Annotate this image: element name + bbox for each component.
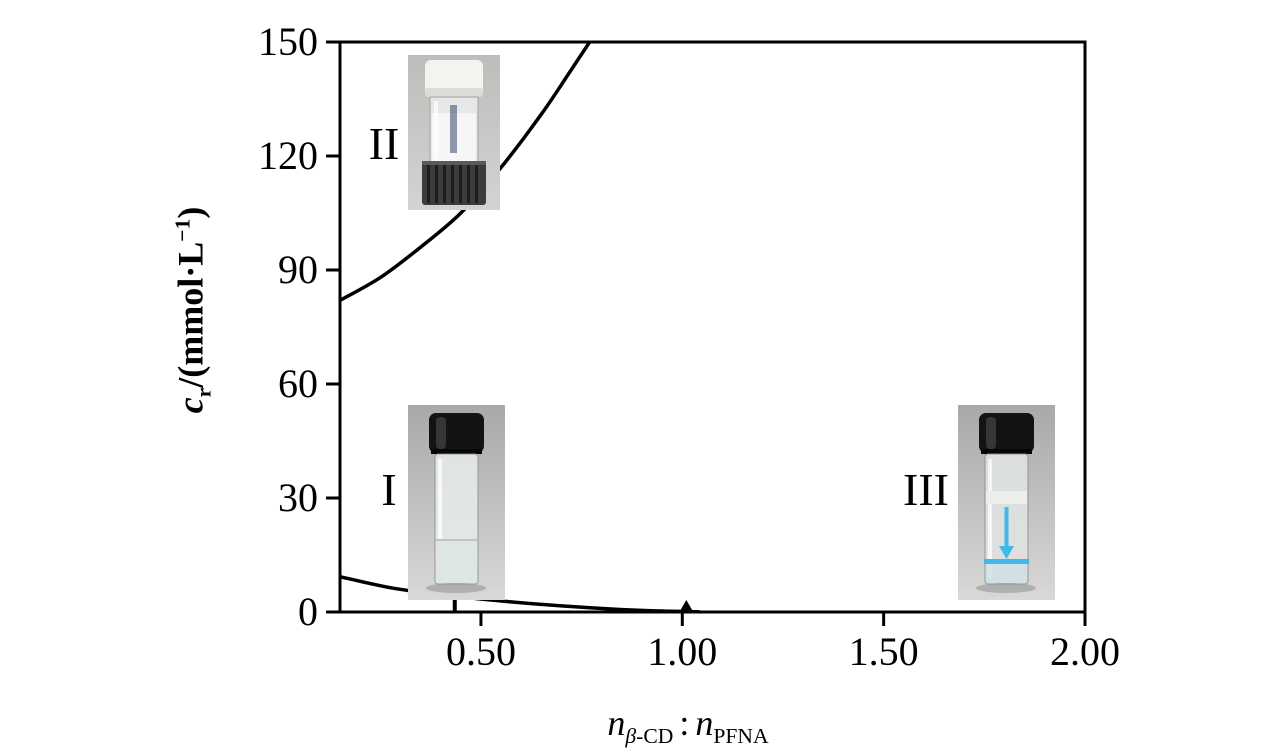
base-ridge (427, 165, 430, 203)
blue-arrow-head (999, 546, 1014, 559)
y-label-close: ) (170, 206, 211, 219)
gel-layer-band (986, 491, 1027, 504)
blue-level-line (984, 559, 1029, 564)
y-tick-label: 120 (258, 133, 318, 178)
cap-highlight (986, 417, 996, 449)
region-label-III: III (903, 464, 949, 515)
x-label-subscript-1-beta: β (625, 724, 637, 749)
x-tick-label: 1.00 (647, 629, 718, 674)
y-axis-label: cr/(mmol·L−1) (169, 207, 216, 414)
y-label-variable: c (170, 397, 211, 414)
y-tick-label: 150 (258, 19, 318, 64)
y-label-subscript: r (191, 387, 216, 398)
vial-shadow (426, 583, 486, 593)
plot-border (338, 40, 1087, 614)
x-tick-label: 0.50 (445, 629, 516, 674)
cap-shading (425, 88, 483, 97)
x-label-ratio-colon: : (679, 703, 690, 743)
base-ridge (451, 165, 454, 203)
blue-down-arrow (999, 507, 1014, 559)
glass-highlight (438, 459, 442, 577)
glass-highlight (434, 101, 438, 159)
vial-photo-region-I (408, 405, 505, 600)
x-axis-label: nβ-CD: nPFNA (607, 702, 768, 749)
x-label-subscript-1: β-CD (625, 724, 673, 748)
vial-shadow (976, 583, 1036, 593)
region-label-I: I (381, 464, 397, 515)
y-tick-label: 30 (278, 475, 318, 520)
vial-photo-region-III (958, 405, 1055, 600)
clear-liquid (436, 539, 477, 583)
x-tick-label: 2.00 (1050, 629, 1120, 674)
y-tick-label: 90 (278, 247, 318, 292)
x-label-variable-1: n (607, 703, 626, 743)
base-ridge (467, 165, 470, 203)
curve-end-marker (679, 600, 694, 612)
base-ridge (459, 165, 462, 203)
vial-photo-region-II (408, 55, 500, 210)
meniscus-line (436, 539, 477, 541)
dark-streak (450, 105, 457, 153)
x-label-variable-2: n (695, 703, 714, 743)
cap-rim (431, 449, 482, 454)
base-top-edge (422, 161, 486, 165)
y-tick-label: 0 (298, 589, 318, 634)
cap-rim (981, 449, 1032, 454)
curve-lower-phase-boundary (340, 574, 701, 612)
base-ridge (435, 165, 438, 203)
x-tick-label: 1.50 (848, 629, 919, 674)
x-label-subscript-1-rest: -CD (636, 724, 674, 749)
base-ridge (475, 165, 478, 203)
y-label-units: /(mmol·L (170, 241, 211, 388)
glass-highlight (988, 459, 992, 577)
white-cap (425, 60, 483, 97)
bottom-liquid (986, 564, 1027, 583)
cap-highlight (436, 417, 446, 449)
x-label-subscript-2: PFNA (713, 724, 769, 749)
ridged-base (422, 161, 486, 205)
y-tick-label: 60 (278, 361, 318, 406)
base-ridge (443, 165, 446, 203)
region-label-II: II (368, 118, 400, 169)
y-label-exponent: −1 (170, 218, 195, 242)
